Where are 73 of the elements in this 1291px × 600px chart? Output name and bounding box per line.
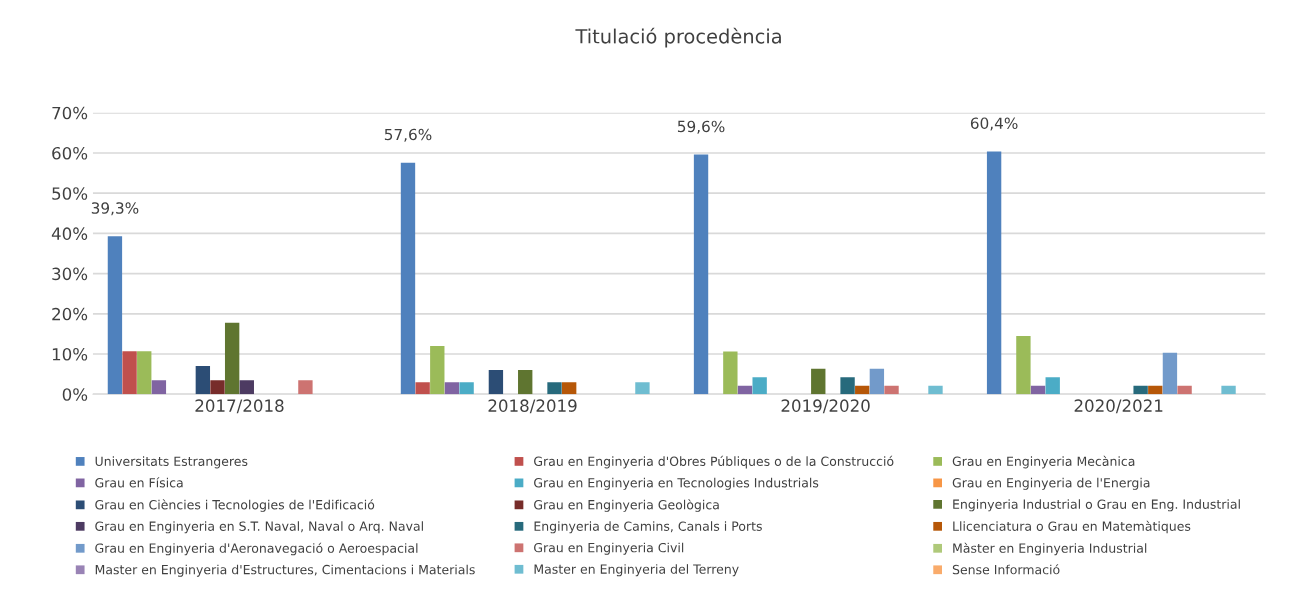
bar <box>151 380 167 395</box>
legend-label: Llicenciatura o Grau en Matemàtiques <box>953 520 1191 534</box>
bar <box>488 370 504 395</box>
legend-label: Grau en Enginyeria Geològica <box>534 499 719 512</box>
bar <box>195 366 211 395</box>
legend-label: Grau en Enginyeria Mecànica <box>952 455 1135 469</box>
bar <box>840 377 855 395</box>
bar <box>811 368 826 395</box>
bar <box>1030 385 1046 395</box>
bar <box>415 382 430 395</box>
bar <box>561 382 577 395</box>
legend-label: Màster en Enginyeria Industrial <box>953 542 1147 556</box>
bar <box>1133 385 1148 395</box>
bar <box>518 370 533 395</box>
bar <box>1162 352 1178 395</box>
bar <box>928 385 943 395</box>
y-tick-label: 20% <box>52 307 88 321</box>
bar <box>400 162 416 395</box>
y-tick-label: 40% <box>51 227 88 240</box>
legend-label: Enginyeria de Camins, Canals i Ports <box>534 521 762 534</box>
bar <box>635 382 650 395</box>
bar <box>986 151 1002 395</box>
bar <box>1016 335 1031 395</box>
legend-label: Enginyeria Industrial o Grau en Eng. Industrial <box>953 499 1240 512</box>
x-tick-label: 2017/2018 <box>195 399 284 414</box>
bar <box>1221 385 1236 395</box>
legend-label: Master en Enginyeria del Terreny <box>534 564 739 577</box>
bar <box>869 368 885 395</box>
legend-label: Sense Informació <box>952 564 1060 575</box>
bar <box>723 351 738 395</box>
legend-label: Grau en Enginyeria en S.T. Naval, Naval o Arq. Naval <box>95 521 423 534</box>
y-tick-label: 60% <box>52 146 88 160</box>
bar <box>1148 385 1163 395</box>
legend-label: Grau en Enginyeria d'Aeronavegació o Aeroespacial <box>95 542 418 556</box>
x-tick-label: 2019/2020 <box>781 399 870 414</box>
bar <box>547 382 562 395</box>
y-tick-label: 30% <box>52 267 88 281</box>
bar <box>855 385 870 395</box>
legend-label: Universitats Estrangeres <box>95 456 248 469</box>
bar <box>224 322 240 395</box>
bar <box>122 351 137 395</box>
legend-label: Grau en Enginyeria de l'Energia <box>952 477 1150 490</box>
bar <box>1177 385 1192 395</box>
bar <box>1045 377 1060 395</box>
bar <box>430 345 445 395</box>
legend-label: Grau en Enginyeria d'Obres Públiques o de la Construcció <box>534 455 894 469</box>
data-label: 57,6% <box>384 128 432 142</box>
legend-label: Grau en Física <box>95 477 183 488</box>
bar <box>693 154 709 395</box>
data-label: 39,3% <box>91 202 139 216</box>
bar <box>444 382 460 395</box>
legend-label: Master en Enginyeria d'Estructures, Cimentacions i Materials <box>95 564 475 577</box>
x-tick-label: 2018/2019 <box>488 399 577 414</box>
chart-title: Titulació procedència <box>575 27 781 48</box>
y-tick-label: 10% <box>52 347 88 361</box>
bar <box>239 380 254 395</box>
legend-label: Grau en Enginyeria Civil <box>534 542 684 555</box>
bar <box>737 385 753 395</box>
x-tick-label: 2020/2021 <box>1074 399 1163 414</box>
data-label: 59,6% <box>677 120 725 134</box>
bar <box>459 382 474 395</box>
bar <box>884 385 899 395</box>
bar <box>298 380 313 395</box>
bar <box>210 380 225 395</box>
bar <box>752 377 767 395</box>
y-tick-label: 50% <box>52 187 88 200</box>
legend-label: Grau en Ciències i Tecnologies de l'Edificació <box>95 499 375 512</box>
bar <box>137 351 152 395</box>
y-tick-label: 0% <box>62 388 88 401</box>
y-tick-label: 70% <box>52 106 88 120</box>
legend-label: Grau en Enginyeria en Tecnologies Industrials <box>534 477 819 490</box>
data-label: 60,4% <box>970 117 1018 131</box>
bar <box>107 236 123 395</box>
